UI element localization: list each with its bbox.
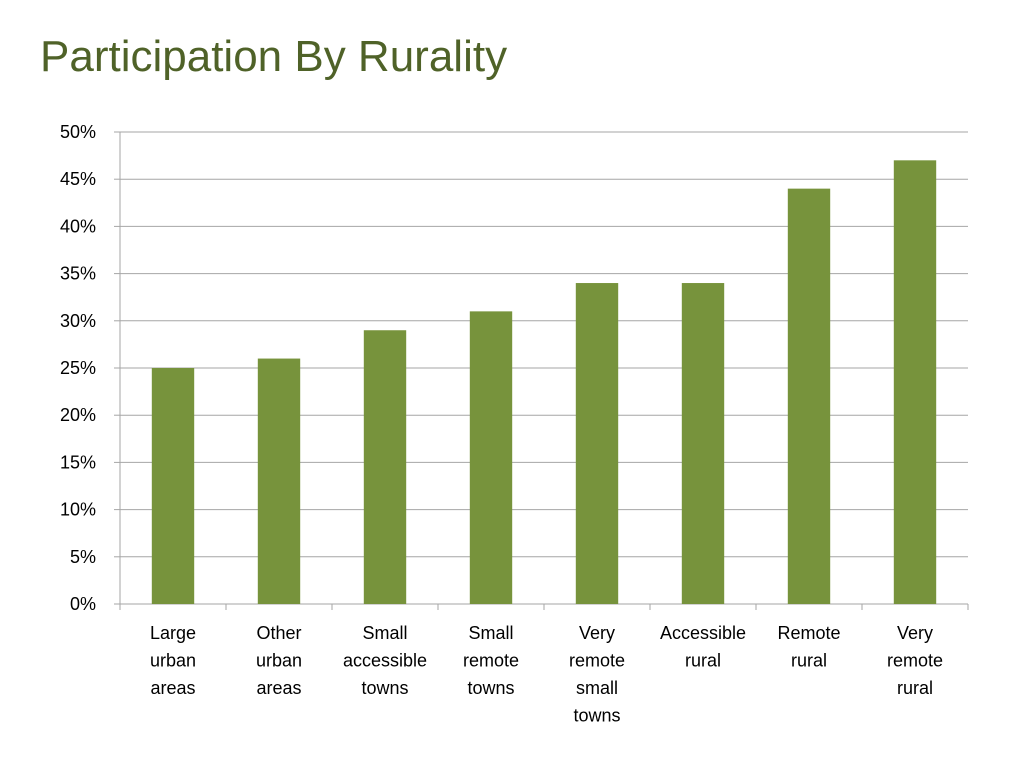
y-tick-label: 0% [70, 594, 96, 614]
x-tick-label-line: rural [897, 678, 933, 698]
x-tick-label-line: remote [887, 651, 943, 671]
y-tick-label: 30% [60, 311, 96, 331]
x-tick-label: Very remote small towns [569, 623, 625, 726]
x-tick-label: Small accessible towns [343, 623, 427, 698]
x-tick-label-line: small [576, 678, 618, 698]
x-tick-label-line: Very [579, 623, 615, 643]
x-tick-label-line: rural [685, 651, 721, 671]
x-tick-label-line: rural [791, 651, 827, 671]
bar [575, 283, 619, 604]
x-tick-label-line: urban [256, 651, 302, 671]
bar [681, 283, 725, 604]
x-tick-label: Very remote rural [887, 623, 943, 698]
x-tick-label-line: Other [256, 623, 301, 643]
x-tick-label-line: Very [897, 623, 933, 643]
slide-title: Participation By Rurality [40, 32, 508, 81]
bar [257, 358, 301, 604]
bar [363, 330, 407, 604]
y-tick-label: 50% [60, 122, 96, 142]
x-tick-label-line: areas [256, 678, 301, 698]
y-tick-label: 15% [60, 452, 96, 472]
y-tick-label: 5% [70, 547, 96, 567]
bar [151, 368, 195, 604]
x-tick-label-line: areas [150, 678, 195, 698]
x-tick-label-line: Remote [777, 623, 840, 643]
x-tick-label-line: Small [362, 623, 407, 643]
x-tick-label: Remote rural [777, 623, 840, 671]
bar [469, 311, 513, 604]
y-tick-label: 20% [60, 405, 96, 425]
x-tick-label: Accessible rural [660, 623, 746, 671]
x-tick-label-line: Accessible [660, 623, 746, 643]
y-tick-label: 40% [60, 216, 96, 236]
y-tick-label: 35% [60, 264, 96, 284]
x-tick-label: Large urban areas [150, 623, 196, 698]
x-tick-label-line: Small [468, 623, 513, 643]
x-tick-label-line: urban [150, 651, 196, 671]
x-tick-label-line: towns [573, 706, 620, 726]
bar [787, 188, 831, 604]
x-tick-label-line: remote [569, 651, 625, 671]
x-tick-label-line: accessible [343, 651, 427, 671]
x-tick-label: Small remote towns [463, 623, 519, 698]
x-tick-label-line: remote [463, 651, 519, 671]
y-tick-label: 25% [60, 358, 96, 378]
bar [893, 160, 937, 604]
x-tick-label: Other urban areas [256, 623, 302, 698]
x-tick-label-line: towns [361, 678, 408, 698]
y-tick-label: 45% [60, 169, 96, 189]
x-tick-label-line: Large [150, 623, 196, 643]
x-tick-label-line: towns [467, 678, 514, 698]
y-tick-label: 10% [60, 500, 96, 520]
